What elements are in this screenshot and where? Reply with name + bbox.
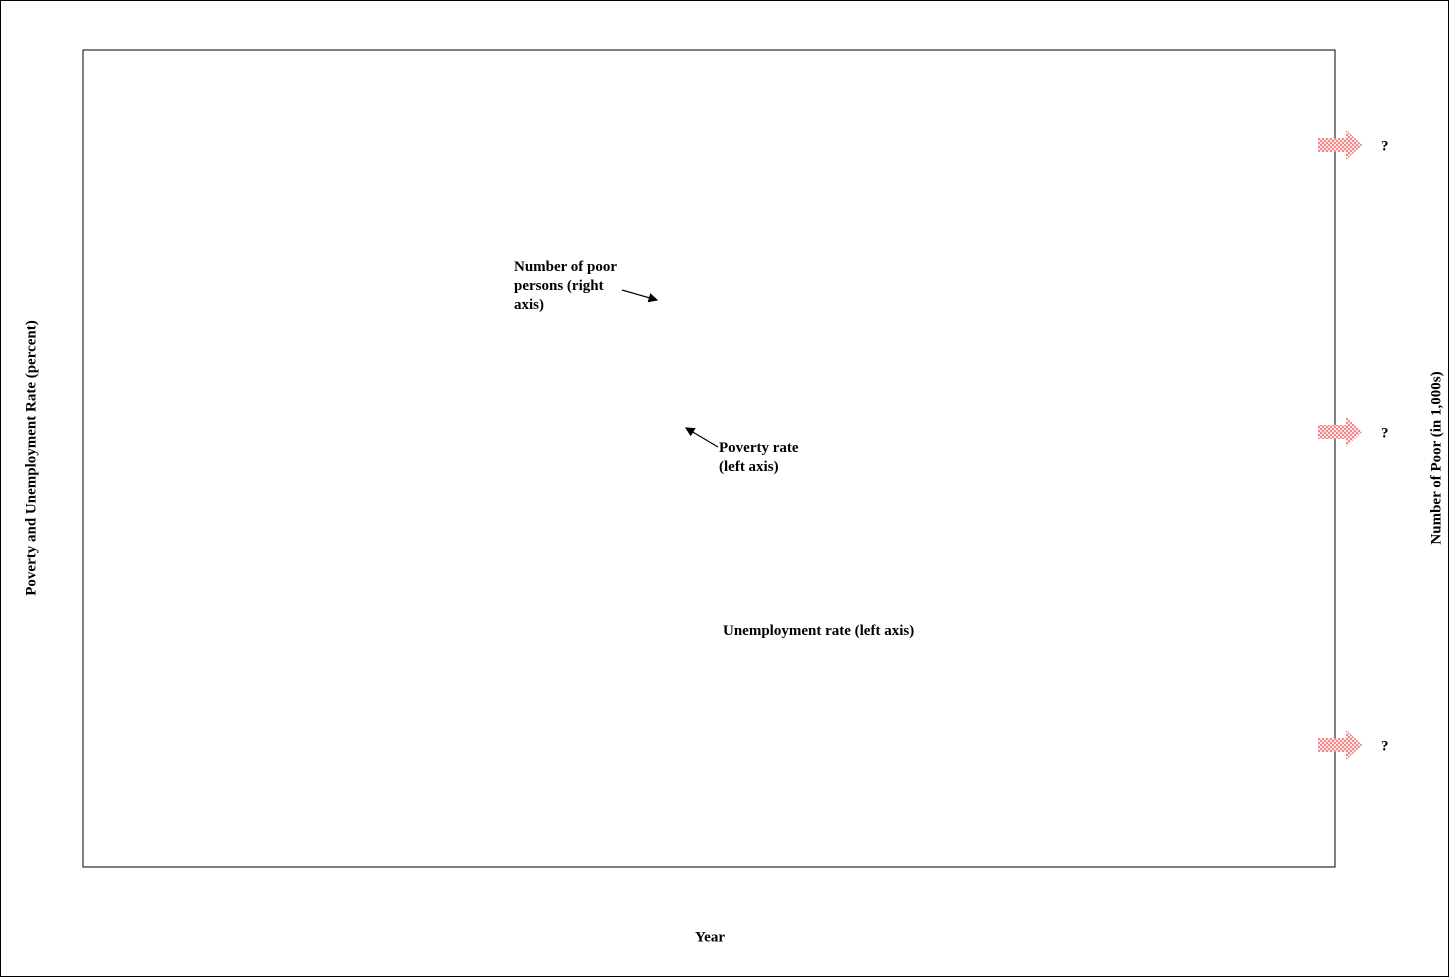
annotation-arrow	[684, 427, 719, 448]
annotation: Unemployment rate (left axis)	[723, 623, 915, 639]
y2-axis-title: Number of Poor (in 1,000s)	[1428, 371, 1444, 544]
outlook-arrow	[1318, 417, 1362, 447]
plot-border	[82, 49, 1336, 868]
annotation-arrow	[621, 289, 659, 303]
annotation: ?	[1381, 138, 1389, 154]
outlook-arrow	[1318, 730, 1362, 760]
outlook-arrows	[1318, 130, 1362, 760]
annotation: ?	[1381, 738, 1389, 754]
annotation: Number of poor persons (right axis)	[514, 259, 617, 313]
outlook-arrow	[1318, 130, 1362, 160]
y-axis-title: Poverty and Unemployment Rate (percent)	[23, 320, 39, 596]
x-axis-title: Year	[695, 929, 725, 945]
annotation: Poverty rate (left axis)	[719, 440, 799, 475]
annotation: ?	[1381, 425, 1389, 441]
